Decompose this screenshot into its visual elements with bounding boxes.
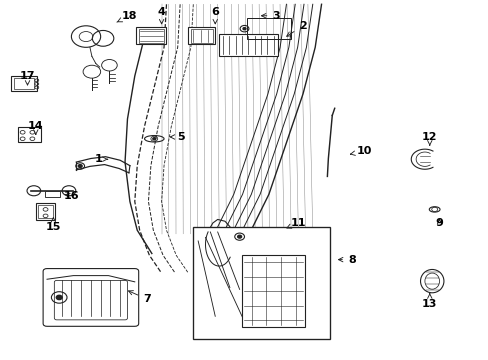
Text: 10: 10 xyxy=(350,146,371,156)
Circle shape xyxy=(78,165,82,167)
Text: 3: 3 xyxy=(261,11,280,21)
Bar xyxy=(38,205,53,219)
Text: 15: 15 xyxy=(45,217,61,231)
Bar xyxy=(246,18,290,40)
Text: 9: 9 xyxy=(435,218,443,228)
Bar xyxy=(139,29,163,42)
Text: 2: 2 xyxy=(286,21,306,36)
Text: 1: 1 xyxy=(94,154,107,164)
Text: 5: 5 xyxy=(170,132,184,142)
Circle shape xyxy=(243,28,245,30)
FancyBboxPatch shape xyxy=(43,269,139,326)
FancyBboxPatch shape xyxy=(54,280,127,320)
Text: 12: 12 xyxy=(421,132,437,145)
Bar xyxy=(14,78,34,89)
Text: 7: 7 xyxy=(128,291,150,304)
Text: 14: 14 xyxy=(28,121,43,134)
Text: 6: 6 xyxy=(211,7,219,24)
Circle shape xyxy=(153,138,156,140)
Text: 11: 11 xyxy=(286,218,305,228)
Text: 8: 8 xyxy=(338,255,355,265)
Bar xyxy=(242,255,305,327)
Circle shape xyxy=(237,235,241,238)
Bar xyxy=(136,27,166,44)
Text: 18: 18 xyxy=(117,11,138,22)
Text: 17: 17 xyxy=(20,71,35,85)
Text: 13: 13 xyxy=(421,293,437,309)
Bar xyxy=(11,76,37,91)
Bar xyxy=(18,127,41,142)
Circle shape xyxy=(56,295,62,300)
Bar xyxy=(36,203,55,220)
Text: 4: 4 xyxy=(157,7,165,24)
Bar xyxy=(193,227,329,338)
Bar xyxy=(44,192,60,197)
Bar xyxy=(190,29,212,42)
Bar xyxy=(219,34,277,56)
Bar xyxy=(188,27,215,44)
Text: 16: 16 xyxy=(63,191,79,201)
